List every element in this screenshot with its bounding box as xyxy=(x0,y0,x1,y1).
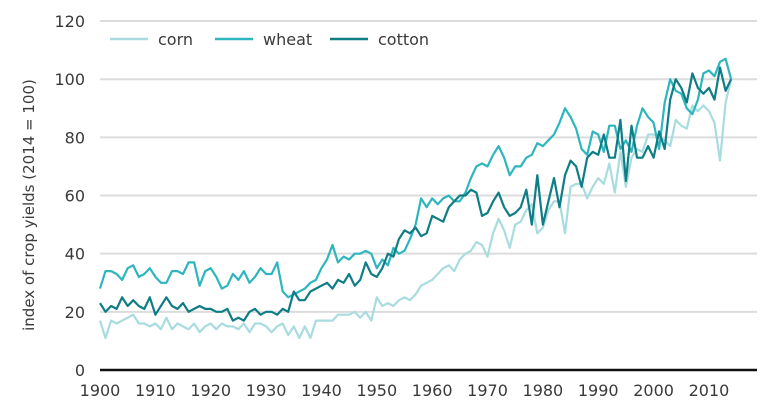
y-tick-label: 0 xyxy=(75,361,85,380)
y-tick-label: 120 xyxy=(54,12,85,31)
y-tick-label: 100 xyxy=(54,70,85,89)
x-tick-label: 1950 xyxy=(356,381,397,400)
x-tick-label: 2000 xyxy=(633,381,674,400)
x-tick-label: 1980 xyxy=(523,381,564,400)
x-tick-label: 1970 xyxy=(467,381,508,400)
y-axis-label: index of crop yields (2014 = 100) xyxy=(20,79,38,331)
legend-label-corn: corn xyxy=(158,30,193,49)
x-tick-label: 1940 xyxy=(301,381,342,400)
legend-label-wheat: wheat xyxy=(263,30,312,49)
x-tick-label: 1900 xyxy=(80,381,121,400)
x-tick-label: 1990 xyxy=(578,381,619,400)
series-line-wheat xyxy=(98,57,733,299)
y-tick-label: 40 xyxy=(65,245,85,264)
legend: corn wheat cotton xyxy=(110,30,429,49)
x-tick-label: 1910 xyxy=(135,381,176,400)
series-lines xyxy=(98,57,733,340)
x-axis-ticks: 1900 1910 1920 1930 1940 1950 1960 1970 1980 1990… xyxy=(80,381,730,400)
y-tick-label: 60 xyxy=(65,187,85,206)
series-line-corn xyxy=(98,78,733,340)
legend-label-cotton: cotton xyxy=(378,30,429,49)
y-axis-ticks: 0 20 40 60 80 100 120 xyxy=(54,12,85,380)
series-line-cotton xyxy=(99,66,733,322)
x-tick-label: 2010 xyxy=(689,381,730,400)
x-tick-label: 1930 xyxy=(246,381,287,400)
x-tick-label: 1920 xyxy=(190,381,231,400)
gridlines xyxy=(100,20,757,313)
y-tick-label: 20 xyxy=(65,303,85,322)
x-tick-label: 1960 xyxy=(412,381,453,400)
y-tick-label: 80 xyxy=(65,128,85,147)
